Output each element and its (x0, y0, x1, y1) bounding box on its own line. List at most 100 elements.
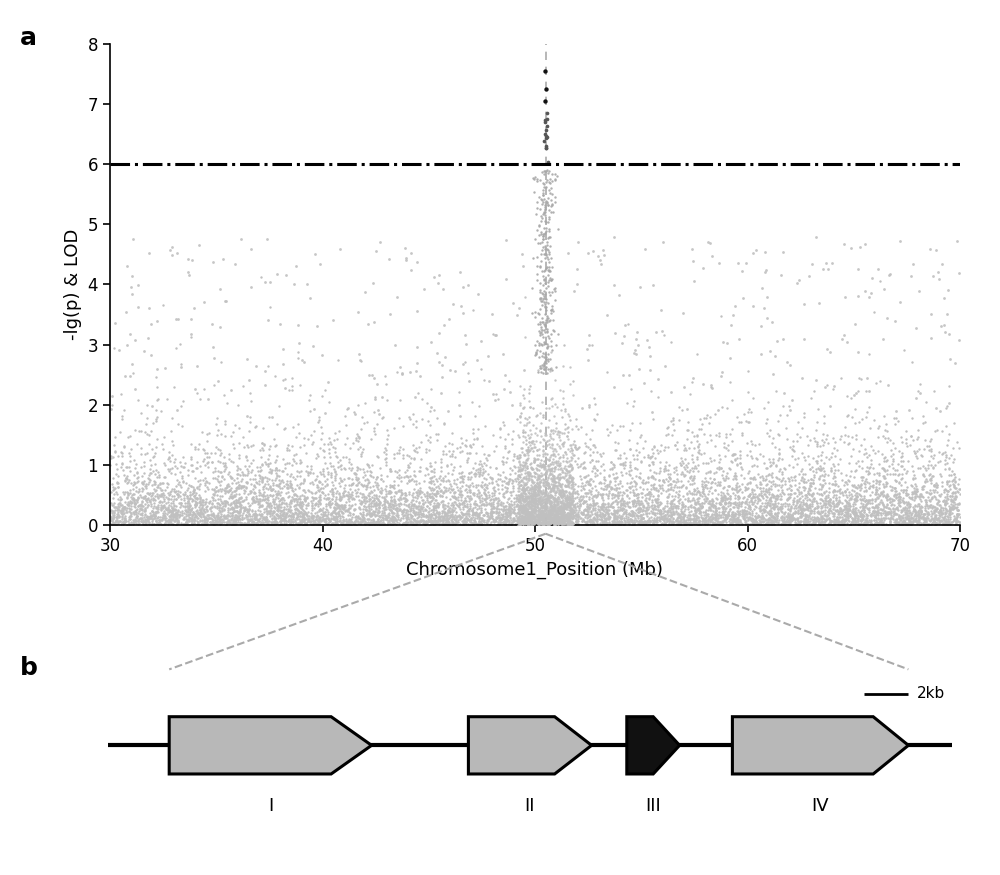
Point (167, 459, 183, 473)
Point (545, 503, 561, 517)
Point (149, 393, 165, 407)
Point (855, 470, 871, 484)
Point (696, 513, 712, 527)
Point (923, 486, 939, 500)
Point (446, 503, 462, 517)
Point (549, 504, 565, 518)
Point (146, 508, 162, 522)
Point (770, 427, 786, 441)
Point (540, 353, 556, 367)
Point (369, 514, 385, 528)
Point (722, 491, 738, 505)
Point (931, 511, 947, 525)
Point (718, 515, 734, 529)
Point (924, 507, 940, 521)
Point (926, 505, 942, 519)
Point (389, 471, 405, 485)
Point (611, 288, 627, 302)
Point (466, 514, 482, 528)
Point (436, 485, 452, 499)
Point (928, 480, 944, 494)
Point (565, 510, 581, 524)
Point (633, 516, 649, 530)
Point (705, 514, 721, 528)
Point (617, 455, 633, 469)
Point (808, 514, 824, 528)
Point (519, 510, 535, 524)
Point (230, 495, 246, 509)
Point (884, 483, 900, 497)
Point (198, 500, 214, 514)
Point (535, 188, 551, 202)
Point (532, 202, 548, 216)
Point (790, 504, 806, 518)
Point (151, 517, 167, 531)
Point (525, 444, 541, 458)
Point (554, 507, 570, 522)
Point (843, 242, 859, 256)
Point (423, 471, 439, 485)
Point (694, 500, 710, 514)
Point (562, 413, 578, 427)
Point (443, 498, 459, 512)
Point (235, 494, 251, 508)
Point (231, 487, 247, 501)
Point (288, 456, 304, 470)
Point (570, 510, 586, 524)
Point (563, 453, 579, 467)
Point (135, 491, 151, 505)
Point (755, 514, 771, 528)
Point (369, 449, 385, 463)
Point (223, 487, 239, 500)
Point (209, 487, 225, 501)
Point (515, 506, 531, 520)
Point (272, 516, 288, 530)
Point (535, 499, 551, 513)
Point (905, 473, 921, 487)
Point (926, 506, 942, 520)
Point (584, 492, 600, 506)
Point (729, 515, 745, 529)
Point (273, 505, 289, 519)
Point (581, 327, 597, 341)
Point (429, 484, 445, 498)
Point (285, 510, 301, 524)
Point (227, 418, 243, 432)
Point (439, 512, 455, 526)
Point (312, 475, 328, 489)
Point (649, 495, 665, 509)
Point (243, 394, 259, 408)
Point (616, 461, 632, 475)
Point (142, 462, 158, 476)
Point (536, 517, 552, 531)
Point (603, 456, 619, 470)
Point (480, 507, 496, 522)
Point (730, 510, 746, 524)
Point (764, 515, 780, 529)
Point (543, 462, 559, 476)
Point (582, 477, 598, 491)
Point (880, 489, 896, 503)
Point (728, 473, 744, 487)
Point (715, 464, 731, 478)
Point (730, 500, 746, 514)
Point (529, 476, 545, 490)
Point (413, 500, 429, 514)
Point (320, 467, 336, 481)
Point (534, 264, 550, 278)
Point (874, 515, 890, 529)
Point (738, 494, 754, 508)
Point (625, 505, 641, 519)
Point (326, 505, 342, 519)
Point (505, 296, 521, 310)
Point (534, 507, 550, 521)
Point (328, 511, 344, 525)
Point (639, 487, 655, 500)
Point (554, 470, 570, 484)
Point (782, 487, 798, 501)
Point (560, 510, 576, 524)
Point (192, 501, 208, 515)
Point (531, 478, 547, 492)
Point (559, 499, 575, 513)
Point (310, 483, 326, 497)
